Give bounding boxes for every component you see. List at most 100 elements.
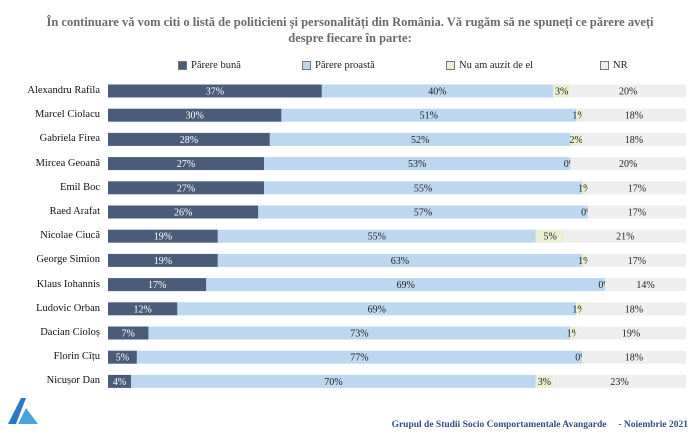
bar-segment	[108, 302, 178, 316]
category-label: Gabriela Firea	[39, 133, 100, 145]
bar-segment	[217, 229, 536, 243]
data-label: 1%	[572, 111, 585, 122]
bar-segment	[148, 326, 571, 340]
bar-segment	[581, 108, 686, 122]
data-label: 55%	[414, 183, 432, 194]
category-label: Marcel Ciolacu	[34, 109, 100, 121]
bar-segment	[108, 157, 265, 171]
bar-segment	[570, 84, 686, 98]
bar-segment	[108, 108, 282, 122]
bar-segment	[587, 205, 686, 219]
data-label: 1%	[578, 256, 591, 267]
legend-item-nr: NR	[600, 60, 628, 71]
bar-segment	[581, 253, 588, 267]
data-label: 73%	[350, 329, 368, 340]
data-label: 4%	[113, 377, 126, 388]
data-label: 27%	[177, 183, 195, 194]
bar-segment	[108, 84, 322, 98]
bar-segment	[217, 253, 582, 267]
bar-segment	[581, 181, 588, 195]
data-label: 19%	[154, 256, 172, 267]
category-label: Alexandru Rafila	[27, 85, 100, 96]
data-label: 20%	[619, 159, 637, 170]
bar-segment	[576, 108, 582, 122]
chart-title: În continuare vă vom citi o listă de pol…	[30, 14, 670, 46]
bar-segment	[108, 132, 270, 146]
bar-segment	[570, 132, 582, 146]
bar-segment	[570, 326, 577, 340]
bar-segment	[605, 278, 686, 292]
data-label: 12%	[134, 304, 152, 315]
bar-segment	[108, 350, 137, 364]
bar-segment	[108, 253, 218, 267]
category-label: Dacian Cioloș	[40, 327, 100, 338]
bar-segment	[258, 205, 588, 219]
data-label: 5%	[543, 232, 556, 243]
data-label: 28%	[180, 135, 198, 146]
bar-segment	[553, 84, 571, 98]
legend-label: NR	[613, 60, 628, 71]
bar-segment	[269, 132, 571, 146]
bar-segment	[206, 278, 606, 292]
bar-segment	[264, 157, 571, 171]
bar-segment	[535, 374, 554, 388]
legend-swatch	[302, 61, 311, 70]
bar-segment	[108, 181, 265, 195]
data-label: 26%	[174, 208, 192, 219]
data-label: 52%	[411, 135, 429, 146]
bar-segment	[264, 181, 582, 195]
legend-label: Părere proastă	[315, 60, 375, 71]
data-label: 20%	[619, 87, 637, 98]
legend-swatch	[178, 61, 187, 70]
legend-item-nu-am-auzit: Nu am auzit de el	[446, 60, 533, 71]
bar-segment	[177, 302, 577, 316]
legend-label: Nu am auzit de el	[459, 60, 534, 71]
category-label: Florin Cîțu	[53, 351, 100, 363]
category-label: Mircea Geoană	[35, 157, 100, 169]
data-label: 5%	[116, 353, 129, 364]
legend-item-parere-proasta: Părere proastă	[302, 60, 375, 71]
data-label: 69%	[368, 304, 386, 315]
data-label: 21%	[616, 232, 634, 243]
bar-segment	[587, 253, 686, 267]
data-label: 63%	[391, 256, 409, 267]
bar-segment	[576, 302, 582, 316]
data-label: 1%	[572, 304, 585, 315]
data-label: 19%	[622, 329, 640, 340]
bar-segment	[581, 350, 686, 364]
bar-segment	[564, 229, 686, 243]
footer-source-text: Grupul de Studii Socio Comportamentale A…	[391, 420, 607, 430]
bar-segment	[535, 229, 565, 243]
category-label: Nicolae Ciucă	[40, 230, 100, 242]
data-label: 19%	[154, 232, 172, 243]
data-label: 18%	[625, 353, 643, 364]
bar-segment	[108, 229, 218, 243]
bar-segment	[570, 157, 686, 171]
data-label: 53%	[408, 159, 426, 170]
legend-swatch	[600, 61, 609, 70]
bar-segment	[108, 374, 132, 388]
data-label: 7%	[122, 329, 135, 340]
bar-segment	[108, 326, 149, 340]
footer-date: - Noiembrie 2021	[618, 420, 688, 430]
data-label: 51%	[420, 111, 438, 122]
data-label: 40%	[428, 87, 446, 98]
bar-segment	[321, 84, 554, 98]
data-label: 55%	[368, 232, 386, 243]
data-label: 70%	[324, 377, 342, 388]
bar-segment	[108, 278, 207, 292]
data-label: 23%	[610, 377, 628, 388]
data-label: 14%	[636, 280, 654, 291]
data-label: 27%	[177, 159, 195, 170]
category-label: Emil Boc	[60, 181, 100, 193]
data-label: 57%	[414, 208, 432, 219]
data-label: 3%	[538, 377, 551, 388]
data-label: 17%	[628, 183, 646, 194]
bar-segment	[581, 132, 686, 146]
data-label: 77%	[350, 353, 368, 364]
chart-legend: Părere bună Părere proastă Nu am auzit d…	[0, 60, 700, 74]
data-label: 2%	[570, 135, 583, 146]
data-label: 17%	[148, 280, 166, 291]
